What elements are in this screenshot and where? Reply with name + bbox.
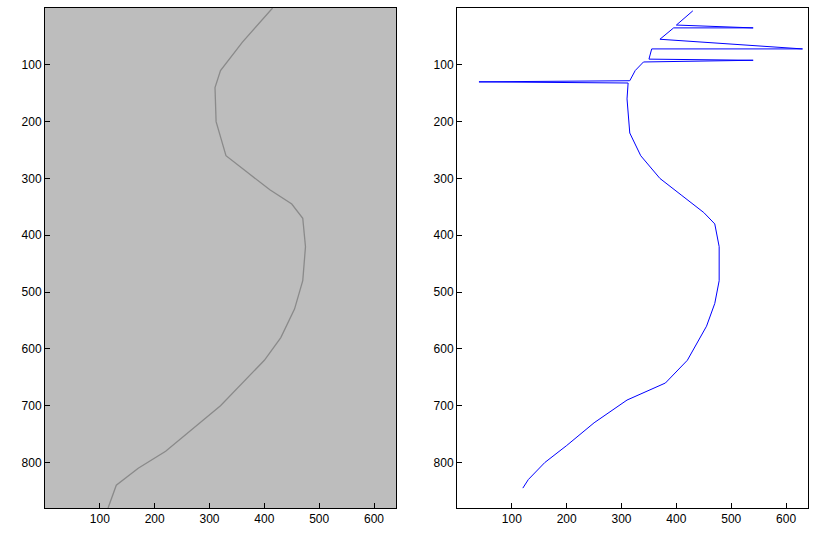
svg-text:100: 100 [22, 58, 42, 72]
svg-text:100: 100 [502, 512, 522, 526]
svg-text:500: 500 [309, 512, 329, 526]
svg-text:400: 400 [666, 512, 686, 526]
svg-text:200: 200 [434, 115, 454, 129]
svg-text:500: 500 [434, 285, 454, 299]
svg-text:400: 400 [22, 228, 42, 242]
svg-text:600: 600 [364, 512, 384, 526]
svg-text:800: 800 [434, 456, 454, 470]
svg-text:300: 300 [200, 512, 220, 526]
svg-text:100: 100 [90, 512, 110, 526]
svg-text:400: 400 [434, 228, 454, 242]
svg-text:100: 100 [434, 58, 454, 72]
svg-text:600: 600 [434, 342, 454, 356]
svg-text:600: 600 [776, 512, 796, 526]
svg-text:700: 700 [22, 399, 42, 413]
svg-text:300: 300 [612, 512, 632, 526]
svg-text:800: 800 [22, 456, 42, 470]
svg-text:500: 500 [721, 512, 741, 526]
svg-text:200: 200 [557, 512, 577, 526]
svg-text:500: 500 [22, 285, 42, 299]
svg-text:200: 200 [145, 512, 165, 526]
svg-text:600: 600 [22, 342, 42, 356]
svg-text:300: 300 [22, 172, 42, 186]
svg-text:200: 200 [22, 115, 42, 129]
svg-text:300: 300 [434, 172, 454, 186]
svg-text:700: 700 [434, 399, 454, 413]
svg-text:400: 400 [254, 512, 274, 526]
